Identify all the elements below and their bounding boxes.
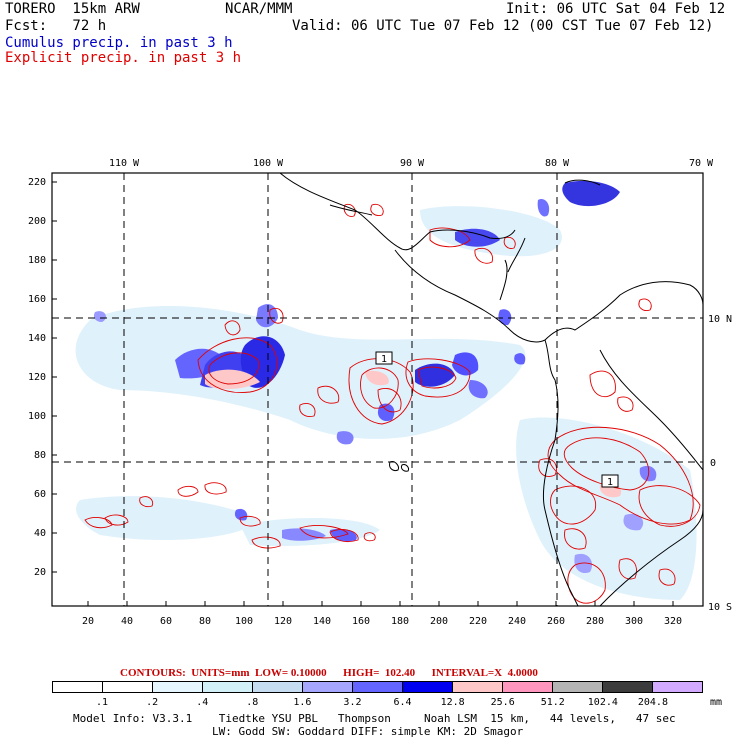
forecast-hour: Fcst: 72 h — [5, 18, 107, 34]
legend-swatch — [403, 682, 453, 692]
contour-labels: 1 1 — [375, 351, 619, 488]
explicit-fill-areas — [205, 369, 622, 498]
top-lon-labels: 110 W 100 W 90 W 80 W 70 W — [109, 158, 714, 169]
x-tick-label: 320 — [664, 616, 682, 627]
model-title: TORERO 15km ARW — [5, 1, 140, 17]
explicit-legend-label: Explicit precip. in past 3 h — [5, 50, 242, 66]
x-tick-label: 140 — [313, 616, 331, 627]
y-tick-label: 160 — [28, 294, 46, 305]
y-tick-label: 180 — [28, 255, 46, 266]
y-tick-label: 80 — [34, 450, 46, 461]
center-name: NCAR/MMM — [225, 1, 293, 17]
axis-ticks — [52, 181, 674, 606]
y-tick-label: 120 — [28, 372, 46, 383]
x-tick-label: 60 — [160, 616, 172, 627]
lat-label: 0 — [710, 458, 716, 469]
legend-label: 204.8 — [637, 697, 668, 708]
x-tick-label: 40 — [121, 616, 133, 627]
lon-label: 100 W — [253, 158, 284, 169]
legend-label: 12.8 — [440, 697, 465, 708]
valid-time: Valid: 06 UTC Tue 07 Feb 12 (00 CST Tue … — [292, 18, 714, 34]
lat-lon-grid — [52, 173, 703, 606]
x-tick-label: 260 — [547, 616, 565, 627]
coastlines — [279, 172, 704, 607]
x-tick-label: 100 — [235, 616, 253, 627]
cumulus-legend-label: Cumulus precip. in past 3 h — [5, 35, 233, 51]
left-grid-labels: 220 200 180 160 140 120 100 80 60 40 20 — [28, 177, 46, 578]
legend-swatch — [303, 682, 353, 692]
x-tick-label: 240 — [508, 616, 526, 627]
explicit-precip-contours — [84, 203, 701, 604]
legend-label: .4 — [196, 697, 209, 708]
legend-swatch — [253, 682, 303, 692]
legend-swatch — [603, 682, 653, 692]
lat-label: 10 S — [708, 602, 732, 613]
legend-unit: mm — [710, 697, 723, 708]
cumulus-light-areas — [75, 206, 697, 600]
map-frame — [51, 172, 704, 607]
legend-swatch — [553, 682, 603, 692]
legend-label: 3.2 — [343, 697, 362, 708]
lon-label: 90 W — [400, 158, 425, 169]
physics-info-line: LW: Godd SW: Goddard DIFF: simple KM: 2D… — [212, 725, 524, 738]
bottom-grid-labels: 20 40 60 80 100 120 140 160 180 200 220 … — [82, 616, 682, 627]
lon-label: 70 W — [689, 158, 714, 169]
legend-swatch — [53, 682, 103, 692]
contour-label: 1 — [607, 477, 613, 488]
legend-label: 25.6 — [490, 697, 515, 708]
legend-label: .8 — [246, 697, 259, 708]
x-tick-label: 220 — [469, 616, 487, 627]
y-tick-label: 220 — [28, 177, 46, 188]
legend-swatch — [103, 682, 153, 692]
legend-label: 6.4 — [393, 697, 412, 708]
lon-label: 80 W — [545, 158, 570, 169]
color-legend-bar — [52, 681, 703, 693]
legend-swatch — [503, 682, 553, 692]
legend-swatch — [153, 682, 203, 692]
y-tick-label: 100 — [28, 411, 46, 422]
legend-label: 51.2 — [540, 697, 565, 708]
contour-label: 1 — [381, 354, 387, 365]
legend-label: 102.4 — [587, 697, 618, 708]
lon-label: 110 W — [109, 158, 140, 169]
legend-label: .1 — [96, 697, 109, 708]
x-tick-label: 20 — [82, 616, 94, 627]
y-tick-label: 200 — [28, 216, 46, 227]
lat-label: 10 N — [708, 314, 732, 325]
x-tick-label: 120 — [274, 616, 292, 627]
legend-swatch — [203, 682, 253, 692]
x-tick-label: 80 — [199, 616, 211, 627]
x-tick-label: 180 — [391, 616, 409, 627]
x-tick-label: 200 — [430, 616, 448, 627]
right-lat-labels: 10 N 0 10 S — [708, 314, 732, 613]
legend-label: 1.6 — [293, 697, 312, 708]
x-tick-label: 160 — [352, 616, 370, 627]
y-tick-label: 60 — [34, 489, 46, 500]
contours-info: CONTOURS: UNITS=mm LOW= 0.10000 HIGH= 10… — [120, 667, 538, 679]
legend-swatch — [453, 682, 503, 692]
cumulus-precip-areas — [93, 180, 657, 574]
y-tick-label: 40 — [34, 528, 46, 539]
x-tick-label: 300 — [625, 616, 643, 627]
init-time: Init: 06 UTC Sat 04 Feb 12 — [506, 1, 726, 17]
legend-swatch — [653, 682, 702, 692]
legend-label: .2 — [146, 697, 159, 708]
y-tick-label: 140 — [28, 333, 46, 344]
y-tick-label: 20 — [34, 567, 46, 578]
legend-swatch — [353, 682, 403, 692]
model-info-line: Model Info: V3.3.1 Tiedtke YSU PBL Thomp… — [73, 712, 676, 725]
x-tick-label: 280 — [586, 616, 604, 627]
